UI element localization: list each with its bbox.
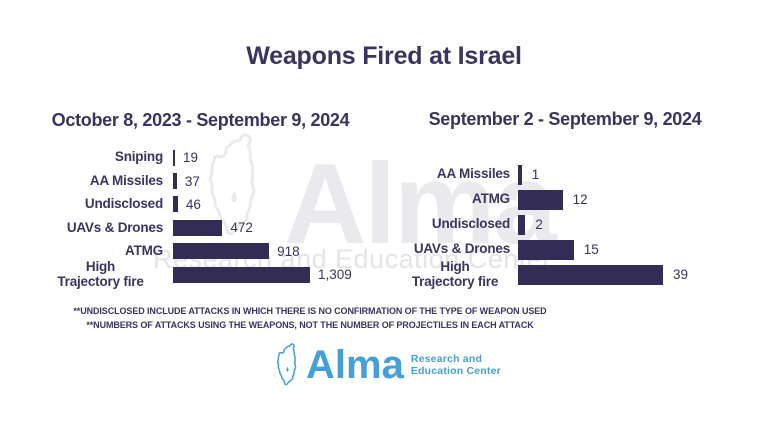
value-label: 39 [673,267,689,282]
category-label: UAVs & Drones [413,241,510,257]
bar-row: AA Missiles 1 [400,162,700,187]
bar-row: Undisclosed 2 [400,212,700,237]
bar-row: ATMG 918 [38,240,378,263]
bar [518,214,526,235]
value-label: 37 [184,173,200,189]
footnote-line-1: **UNDISCLOSED INCLUDE ATTACKS IN WHICH T… [73,306,547,316]
bar [518,264,663,285]
value-label: 19 [183,150,199,166]
category-label: ATMG [472,191,510,207]
value-label: 2 [535,217,543,232]
page-title: Weapons Fired at Israel [246,42,522,70]
value-label: 1,309 [318,267,352,283]
bar-row: UAVs & Drones 15 [400,237,700,262]
category-label: AA Missiles [436,166,510,182]
bar [173,149,175,166]
category-label: High Trajectory fire [411,258,499,289]
footnote-line-2: **NUMBERS OF ATTACKS USING THE WEAPONS, … [86,320,534,330]
category-label: ATMG [125,242,163,258]
value-label: 1 [531,167,540,182]
category-label: UAVs & Drones [66,219,163,235]
bar-chart-full-period: Sniping 19 AA Missiles 37 Undisclosed 46 UAVs … [38,146,378,289]
logo-wordmark: Alma [306,342,404,387]
category-label: Sniping [114,149,163,165]
israel-map-logo-icon [276,343,297,386]
bar-row: AA Missiles 37 [38,169,378,192]
logo-tagline-line2: Education Center [410,364,501,377]
bar-row: High Trajectory fire 39 [400,258,700,289]
bar-row: Sniping 19 [38,146,378,169]
bar [173,219,223,236]
chart-title-right: September 2 - September 9, 2024 [428,109,702,129]
bar-row: Undisclosed 46 [38,193,378,216]
category-label: High Trajectory fire [57,259,144,289]
value-label: 46 [185,196,201,212]
value-label: 12 [572,192,588,207]
bar-row: High Trajectory fire 1,309 [38,259,378,289]
category-label: AA Missiles [89,172,163,188]
logo-tagline-line1: Research and [410,352,483,365]
bar-chart-recent-week: AA Missiles 1 ATMG 12 Undisclosed 2 UAVs & Dro… [400,162,700,289]
bar [173,196,178,213]
chart-title-left: October 8, 2023 - September 9, 2024 [51,110,350,130]
alma-logo: Alma Research and Education Center [270,343,501,386]
value-label: 472 [230,220,253,236]
bar [173,173,177,190]
bar [173,266,310,283]
bar [518,239,574,260]
bar [518,164,522,185]
category-label: Undisclosed [84,196,163,212]
bar-row: ATMG 12 [400,187,700,212]
bar [518,189,563,210]
bar [173,243,270,260]
logo-tagline: Research and Education Center [411,353,501,377]
bar-row: UAVs & Drones 472 [38,216,378,239]
value-label: 15 [583,242,599,257]
footnotes: **UNDISCLOSED INCLUDE ATTACKS IN WHICH T… [10,304,610,332]
value-label: 918 [277,243,300,259]
category-label: Undisclosed [431,216,510,232]
